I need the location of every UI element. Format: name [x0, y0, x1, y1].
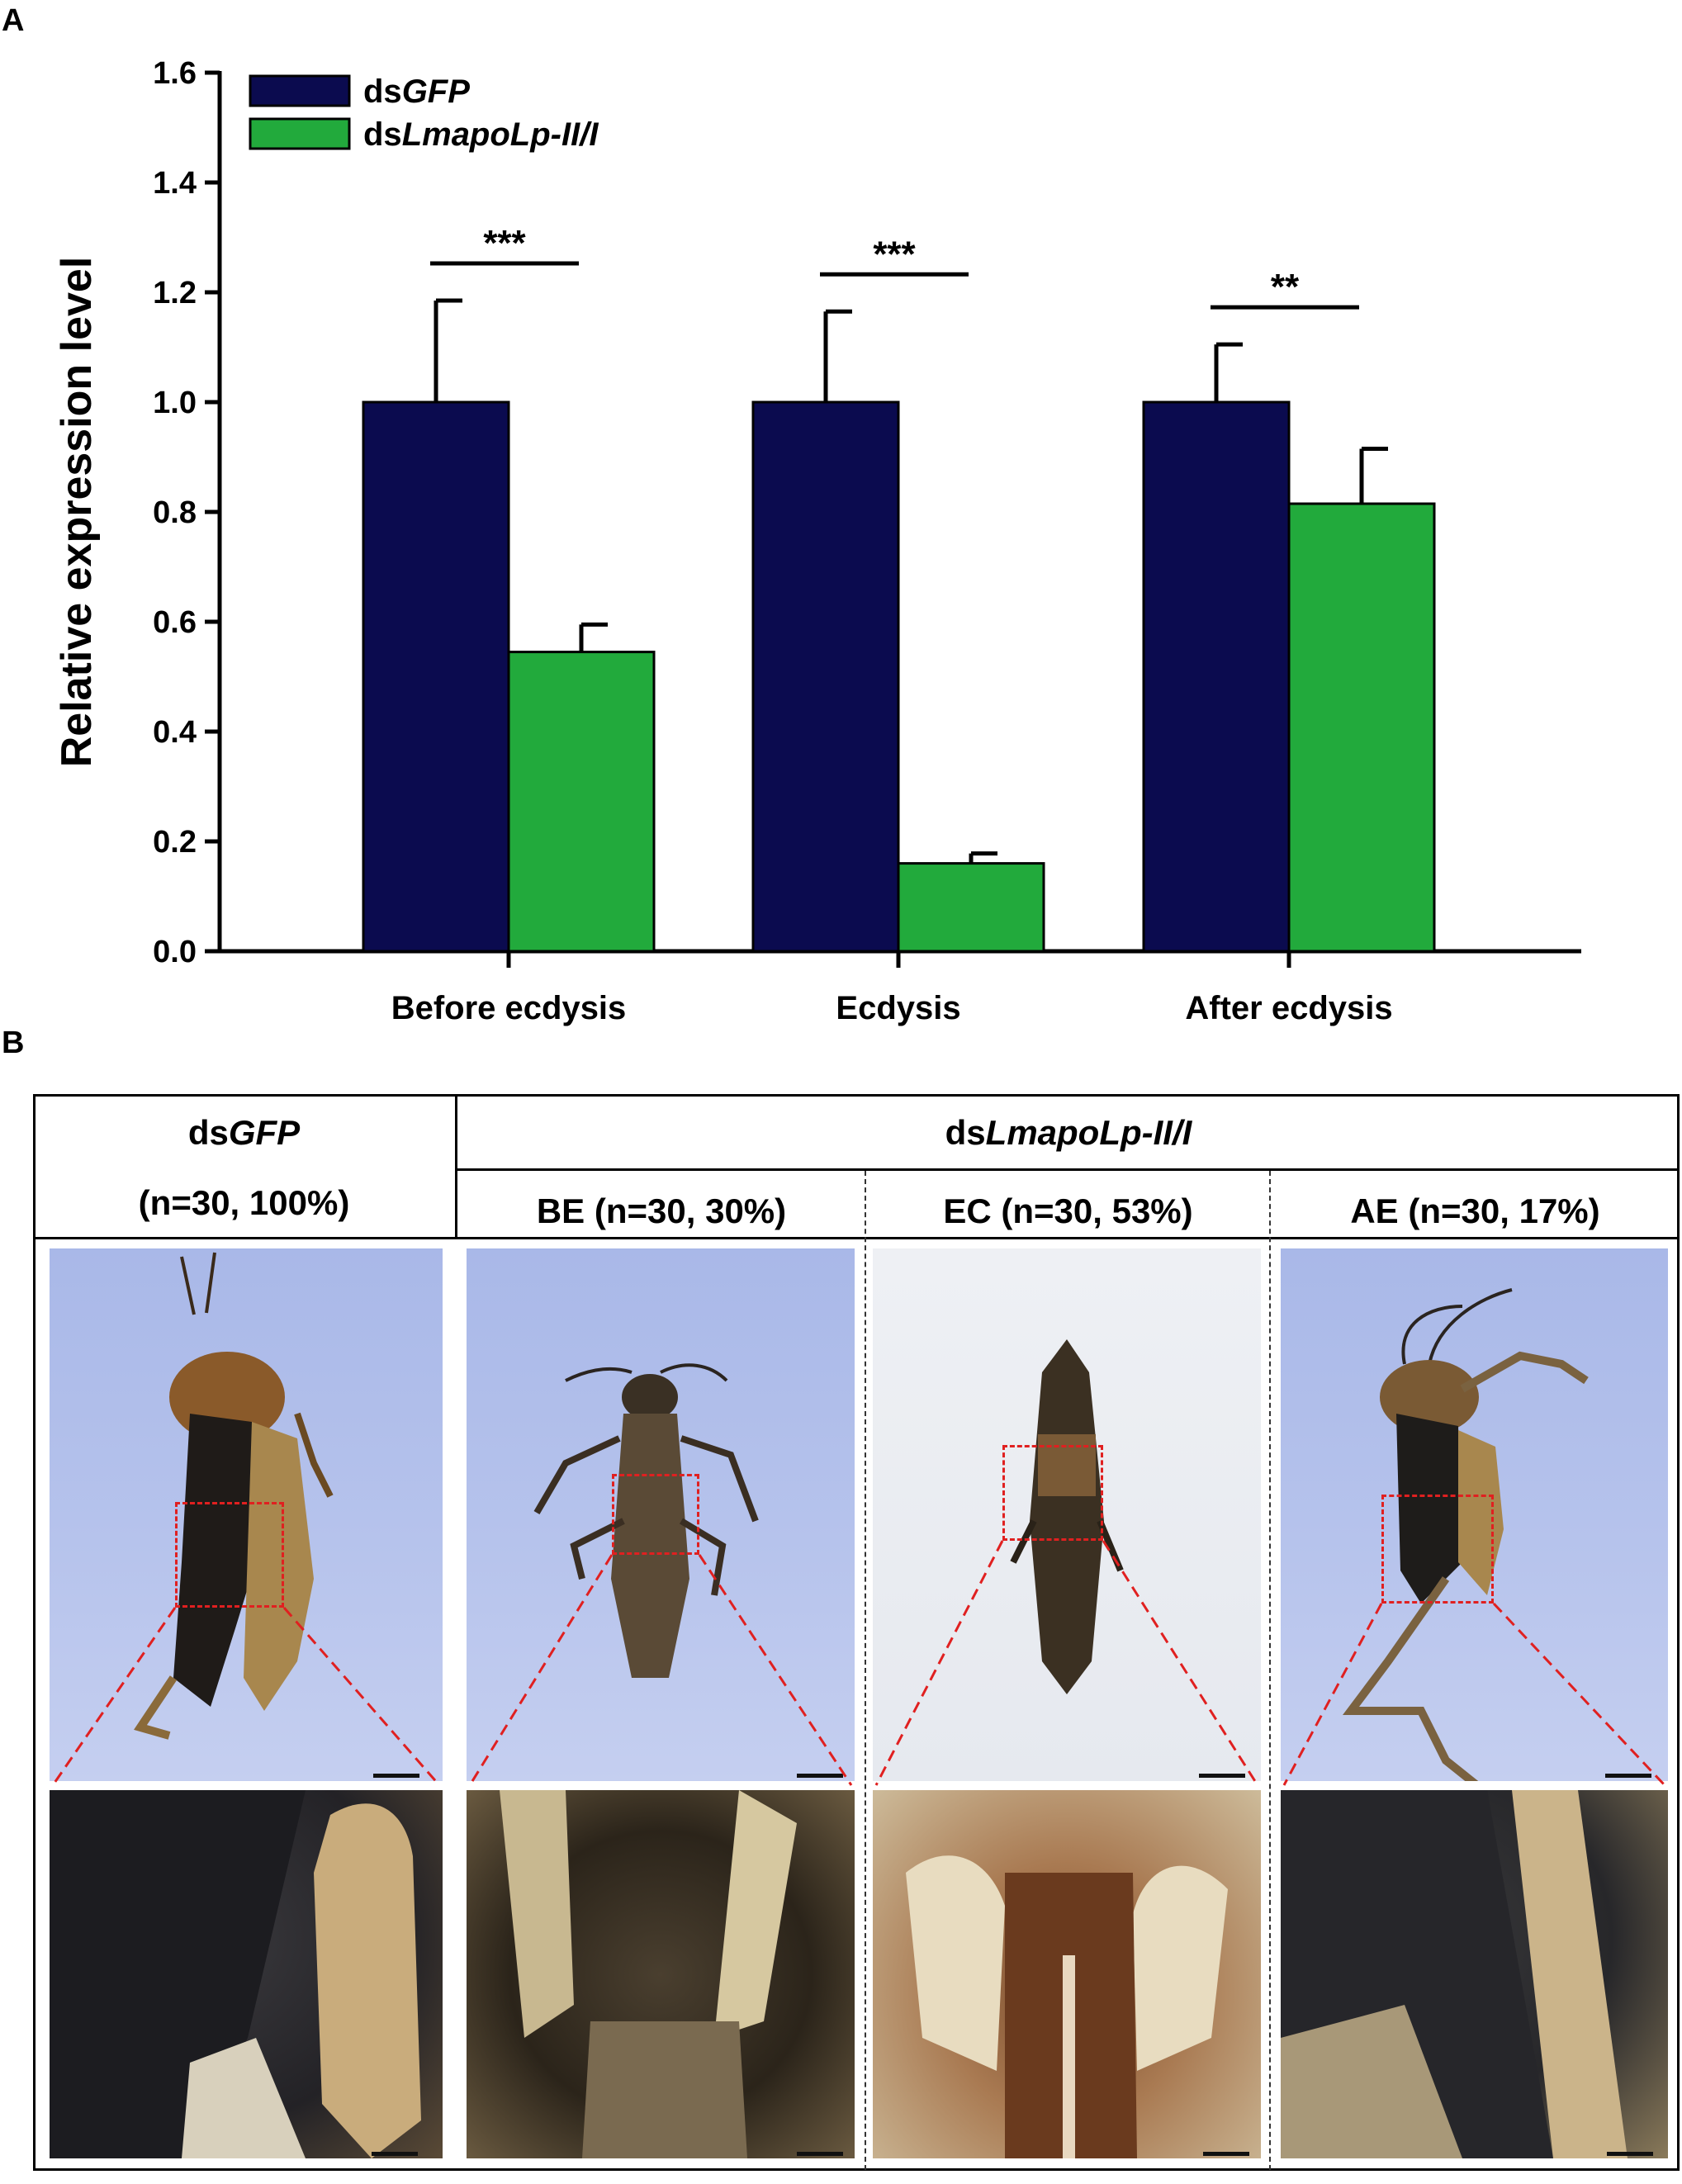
legend-label: dsGFP	[363, 73, 470, 110]
scale-bar	[1199, 1774, 1245, 1778]
photo-be-closeup	[467, 1790, 855, 2158]
photo-ae-closeup	[1281, 1790, 1668, 2158]
grid-divider-main	[455, 1094, 457, 1239]
zoom-box-be	[612, 1474, 699, 1555]
scale-bar	[1607, 2152, 1653, 2156]
control-header: dsGFP	[187, 1113, 301, 1152]
x-tick-label: Ecdysis	[836, 990, 960, 1026]
y-tick-label: 1.4	[153, 166, 197, 201]
bar	[1287, 502, 1436, 953]
scale-bar	[797, 2152, 843, 2156]
scale-bar	[1203, 2152, 1249, 2156]
photo-dsgfp-whole	[50, 1248, 443, 1781]
y-axis-label: Relative expression level	[53, 257, 101, 768]
grid-divider-photos	[33, 1237, 1680, 1239]
scale-bar	[372, 2152, 418, 2156]
chart-legend: dsGFP dsLmapoLp-II/I	[249, 73, 599, 153]
x-tick-label: After ecdysis	[1185, 990, 1392, 1026]
y-tick-label: 0.0	[153, 935, 197, 969]
photo-ae-whole	[1281, 1248, 1668, 1781]
scale-bar	[1605, 1774, 1651, 1778]
panel-b-label: B	[2, 1026, 25, 1060]
y-tick-label: 1.6	[153, 56, 197, 91]
column-header-ec: EC (n=30, 53%)	[943, 1191, 1193, 1230]
bar-chart: 0.0 0.2 0.4 0.6 0.8 1.0 1.2 1.4 1.6 Relative expr…	[53, 56, 1581, 1026]
photo-ec-whole	[873, 1248, 1261, 1781]
bar	[362, 400, 510, 953]
significance-label: ***	[483, 223, 526, 263]
chart-labels: 0.0 0.2 0.4 0.6 0.8 1.0 1.2 1.4 1.6 Relative expr…	[53, 56, 1393, 1026]
panel-a-label: A	[2, 3, 25, 38]
scale-bar	[373, 1774, 419, 1778]
y-tick-label: 1.2	[153, 276, 197, 310]
chart-bars	[362, 298, 1436, 953]
significance-label: **	[1271, 267, 1300, 307]
y-tick-label: 0.8	[153, 495, 197, 530]
legend-swatch	[249, 117, 351, 150]
control-stats: (n=30, 100%)	[138, 1183, 350, 1222]
legend-label: dsLmapoLp-II/I	[363, 116, 599, 153]
y-tick-label: 0.6	[153, 605, 197, 640]
grid-divider-header	[455, 1168, 1680, 1171]
zoom-box-ec	[1002, 1445, 1103, 1541]
zoom-box-ae	[1381, 1495, 1494, 1604]
photo-dsgfp-closeup	[50, 1790, 443, 2158]
legend-swatch	[249, 74, 351, 107]
treatment-header: dsLmapoLp-II/I	[945, 1113, 1192, 1152]
grid-divider-dashed-2	[1269, 1171, 1271, 2170]
bar	[507, 651, 656, 953]
bar	[897, 862, 1045, 953]
column-header-be: BE (n=30, 30%)	[536, 1191, 787, 1230]
column-header-ae: AE (n=30, 17%)	[1350, 1191, 1600, 1230]
grid-divider-dashed-1	[865, 1171, 866, 2170]
x-tick-label: Before ecdysis	[391, 990, 627, 1026]
photo-grid	[33, 1094, 1680, 2171]
photo-ec-closeup	[873, 1790, 1261, 2158]
significance-label: ***	[873, 234, 916, 274]
y-tick-label: 0.4	[153, 715, 197, 750]
y-tick-label: 0.2	[153, 825, 197, 860]
y-tick-label: 1.0	[153, 386, 197, 420]
scale-bar	[797, 1774, 843, 1778]
zoom-box-dsgfp	[175, 1502, 284, 1608]
bar	[1142, 400, 1291, 953]
